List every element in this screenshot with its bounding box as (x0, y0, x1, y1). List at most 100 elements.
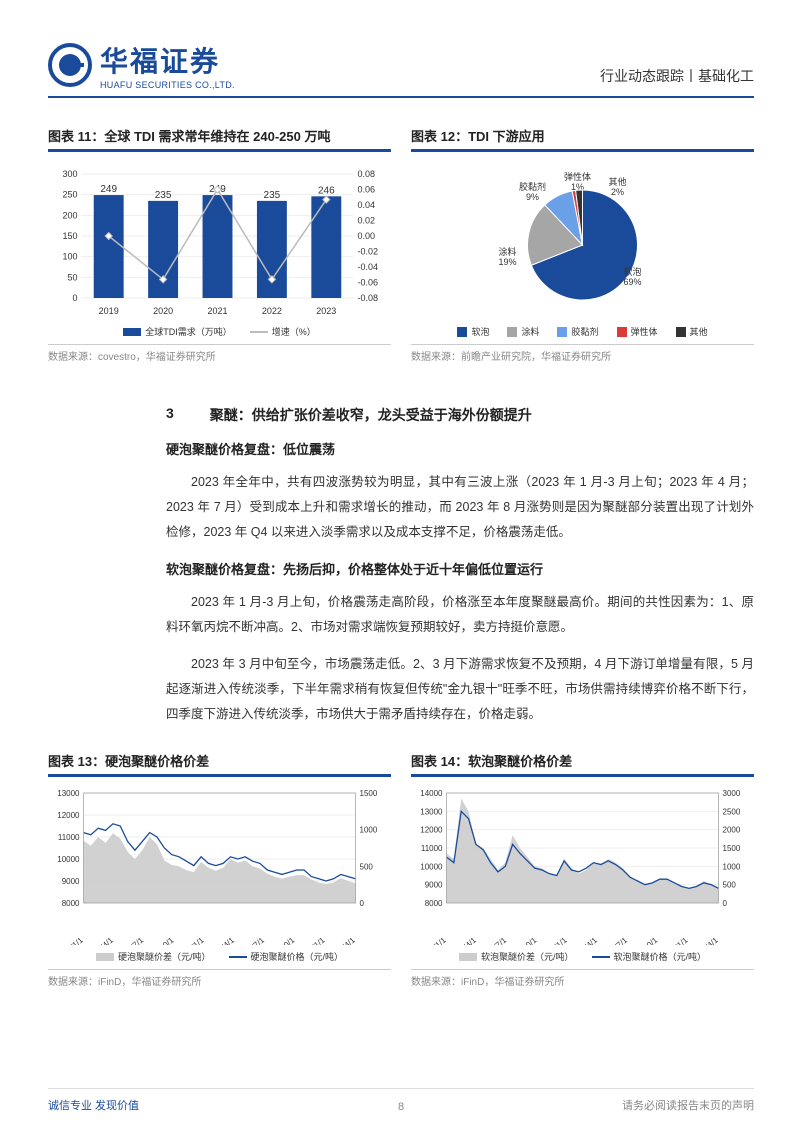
svg-text:1000: 1000 (360, 826, 378, 835)
section-3-p1: 2023 年全年中，共有四波涨势较为明显，其中有三波上涨（2023 年 1 月-… (166, 470, 754, 545)
svg-text:其他: 其他 (608, 176, 626, 187)
svg-text:249: 249 (100, 184, 117, 195)
svg-text:2022/7/1: 2022/7/1 (479, 935, 509, 945)
chart-12-legend-item: 软泡 (457, 325, 489, 338)
svg-text:2022: 2022 (262, 306, 282, 316)
chart-12-legend-item: 涂料 (507, 325, 539, 338)
chart-13-legend-price: 硬泡聚醚价格（元/吨） (251, 950, 344, 963)
logo: 华福证券 HUAFU SECURITIES CO.,LTD. (48, 40, 235, 90)
svg-text:0.08: 0.08 (358, 169, 376, 179)
svg-text:2500: 2500 (723, 807, 741, 816)
svg-text:2022/1/1: 2022/1/1 (55, 935, 85, 945)
chart-11-source: 数据来源：covestro，华福证券研究所 (48, 344, 391, 363)
chart-12-legend-item: 胶黏剂 (557, 325, 598, 338)
svg-text:13000: 13000 (420, 807, 443, 816)
chart-11-legend-bar: 全球TDI需求（万吨） (145, 325, 232, 338)
svg-text:0.02: 0.02 (358, 216, 376, 226)
svg-text:69%: 69% (623, 277, 641, 287)
svg-text:1500: 1500 (723, 844, 741, 853)
chart-11-title: 图表 11：全球 TDI 需求常年维持在 240-250 万吨 (48, 126, 391, 152)
page-header: 华福证券 HUAFU SECURITIES CO.,LTD. 行业动态跟踪丨基础… (48, 40, 754, 98)
section-3-p2: 2023 年 1 月-3 月上旬，价格震荡走高阶段，价格涨至本年度聚醚最高价。期… (166, 590, 754, 640)
chart-11-legend: 全球TDI需求（万吨） 增速（%） (48, 325, 391, 338)
svg-text:2023/7/1: 2023/7/1 (599, 935, 629, 945)
footer-right: 请务必阅读报告末页的声明 (622, 1097, 754, 1113)
chart-11-svg: 050100150200250300-0.08-0.06-0.04-0.020.… (48, 160, 391, 320)
svg-text:2022/1/1: 2022/1/1 (418, 935, 448, 945)
svg-text:2024/1/1: 2024/1/1 (297, 935, 327, 945)
chart-14-svg: 8000900010000110001200013000140000500100… (411, 785, 754, 945)
chart-14-title: 图表 14：软泡聚醚价格价差 (411, 751, 754, 777)
chart-13-legend-spread: 硬泡聚醚价差（元/吨） (118, 950, 211, 963)
section-3-num: 3 (166, 405, 174, 425)
svg-text:-0.04: -0.04 (358, 262, 379, 272)
chart-13-svg: 8000 9000 10000 11000 12000 13000 0 500 1000 1500… (48, 785, 391, 945)
svg-text:2021: 2021 (207, 306, 227, 316)
svg-text:-0.02: -0.02 (358, 247, 379, 257)
chart-11-panel: 图表 11：全球 TDI 需求常年维持在 240-250 万吨 05010015… (48, 126, 391, 363)
svg-text:9000: 9000 (425, 881, 443, 890)
svg-text:500: 500 (360, 862, 374, 871)
svg-text:0.04: 0.04 (358, 200, 376, 210)
svg-text:2022/10/1: 2022/10/1 (505, 935, 538, 945)
svg-text:8000: 8000 (62, 899, 80, 908)
svg-text:150: 150 (62, 231, 77, 241)
svg-text:10000: 10000 (420, 862, 443, 871)
svg-text:2023/10/1: 2023/10/1 (626, 935, 659, 945)
svg-text:2023/10/1: 2023/10/1 (263, 935, 296, 945)
svg-text:0.06: 0.06 (358, 185, 376, 195)
svg-text:11000: 11000 (58, 833, 80, 842)
svg-text:19%: 19% (498, 257, 516, 267)
chart-14-legend: 软泡聚醚价差（元/吨） 软泡聚醚价格（元/吨） (411, 950, 754, 963)
svg-text:14000: 14000 (420, 789, 443, 798)
svg-text:10000: 10000 (57, 855, 80, 864)
chart-12-panel: 图表 12：TDI 下游应用 软泡69%涂料19%胶黏剂9%弹性体1%其他2% … (411, 126, 754, 363)
svg-text:500: 500 (723, 881, 737, 890)
svg-text:软泡: 软泡 (623, 266, 641, 277)
svg-text:2024/4/1: 2024/4/1 (690, 935, 720, 945)
svg-text:2023/1/1: 2023/1/1 (539, 935, 569, 945)
svg-text:0: 0 (360, 899, 365, 908)
chart-12-title: 图表 12：TDI 下游应用 (411, 126, 754, 152)
page-number: 8 (398, 1101, 404, 1113)
logo-text-en: HUAFU SECURITIES CO.,LTD. (100, 80, 235, 90)
svg-text:2022/4/1: 2022/4/1 (448, 935, 478, 945)
chart-12-source: 数据来源：前瞻产业研究院，华福证券研究所 (411, 344, 754, 363)
chart-14-panel: 图表 14：软泡聚醚价格价差 8000900010000110001200013… (411, 751, 754, 988)
logo-text-cn: 华福证券 (100, 40, 235, 80)
svg-text:2022/10/1: 2022/10/1 (142, 935, 175, 945)
chart-12-legend-item: 弹性体 (617, 325, 658, 338)
svg-text:300: 300 (62, 169, 77, 179)
svg-text:250: 250 (62, 190, 77, 200)
chart-12-legend-item: 其他 (676, 325, 708, 338)
svg-text:2023: 2023 (316, 306, 336, 316)
svg-text:0: 0 (723, 899, 728, 908)
chart-13-source: 数据来源：iFinD，华福证券研究所 (48, 969, 391, 988)
svg-text:11000: 11000 (421, 844, 443, 853)
svg-text:0.00: 0.00 (358, 231, 376, 241)
svg-text:9%: 9% (526, 192, 539, 202)
svg-text:弹性体: 弹性体 (564, 171, 591, 182)
svg-text:200: 200 (62, 210, 77, 220)
svg-text:2000: 2000 (723, 826, 741, 835)
svg-text:235: 235 (264, 190, 281, 201)
footer-left: 诚信专业 发现价值 (48, 1097, 139, 1113)
svg-text:2023/1/1: 2023/1/1 (176, 935, 206, 945)
svg-text:-0.06: -0.06 (358, 278, 379, 288)
svg-text:2023/7/1: 2023/7/1 (236, 935, 266, 945)
chart-14-legend-spread: 软泡聚醚价差（元/吨） (481, 950, 574, 963)
svg-text:50: 50 (67, 272, 77, 282)
svg-text:2023/4/1: 2023/4/1 (569, 935, 599, 945)
svg-text:2020: 2020 (153, 306, 173, 316)
logo-mark (48, 43, 92, 87)
svg-text:246: 246 (318, 185, 335, 196)
svg-text:12000: 12000 (420, 826, 443, 835)
svg-text:1500: 1500 (360, 789, 378, 798)
svg-text:12000: 12000 (57, 811, 80, 820)
section-3-p3: 2023 年 3 月中旬至今，市场震荡走低。2、3 月下游需求恢复不及预期，4 … (166, 652, 754, 727)
svg-text:1000: 1000 (723, 862, 741, 871)
svg-text:13000: 13000 (57, 789, 80, 798)
svg-text:9000: 9000 (62, 877, 80, 886)
chart-12-legend: 软泡 涂料 胶黏剂 弹性体 其他 (411, 325, 754, 338)
svg-text:-0.08: -0.08 (358, 293, 379, 303)
